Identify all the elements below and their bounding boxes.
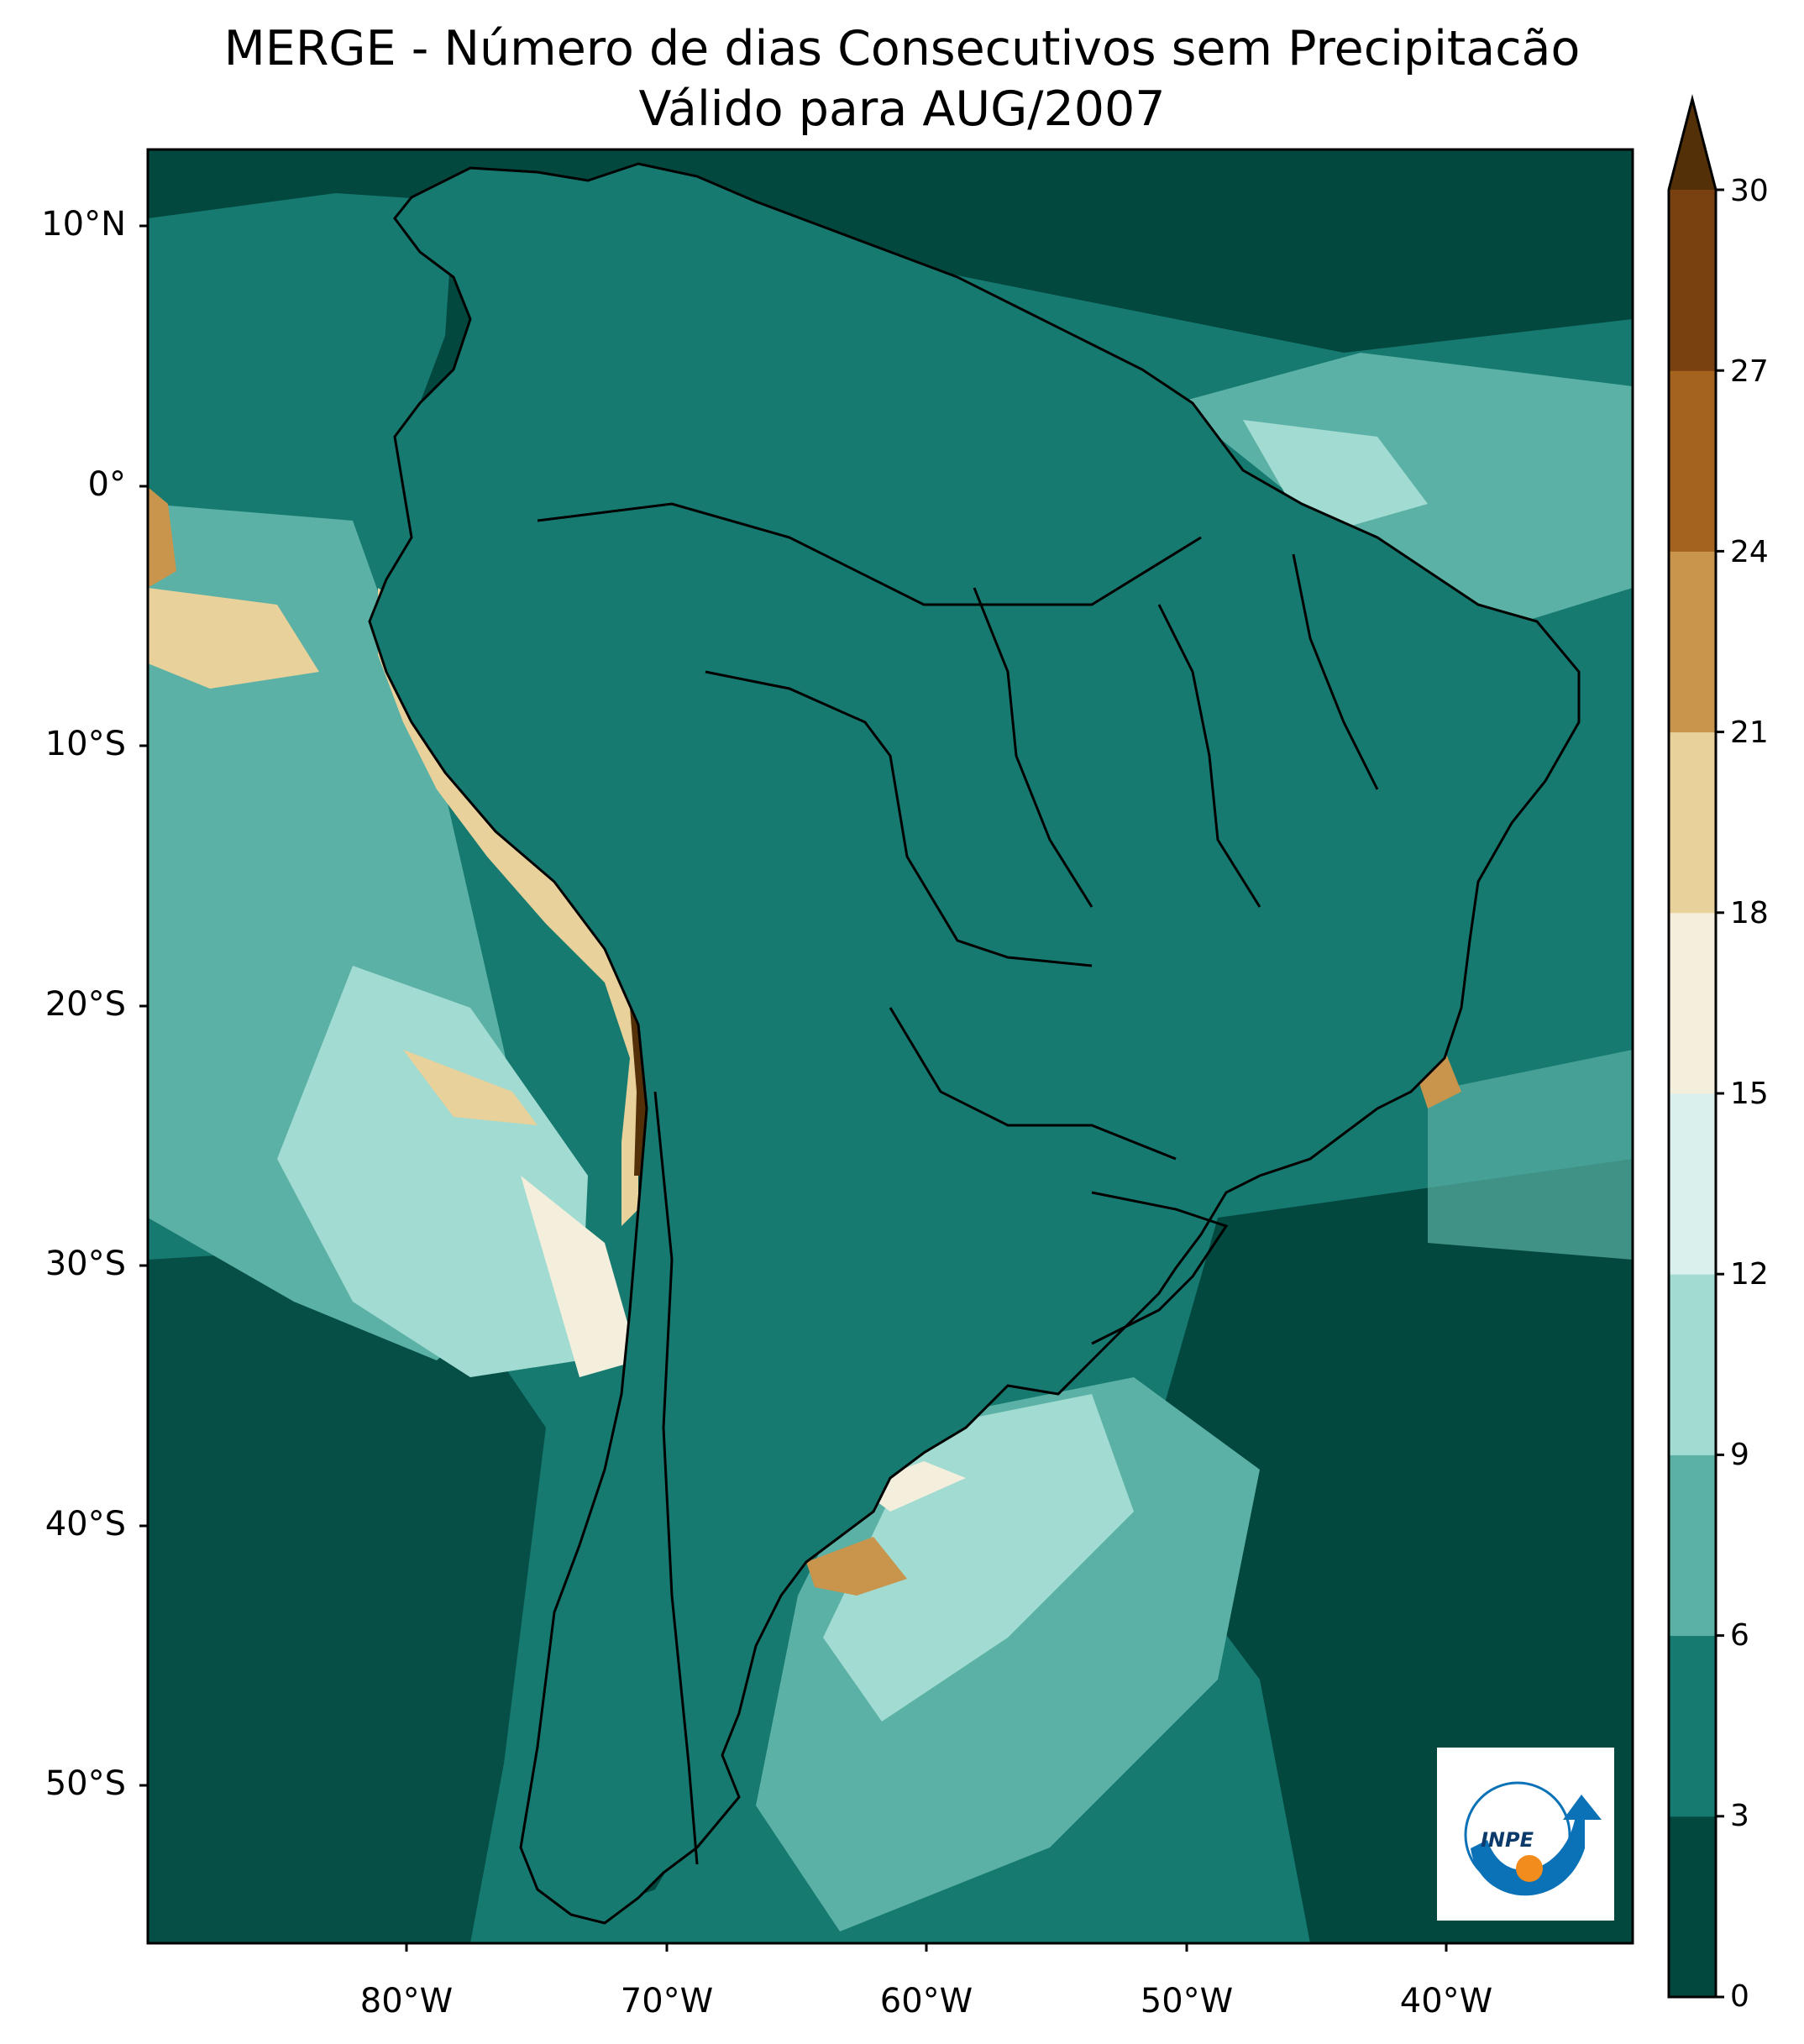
ocean-tan-patch-west: [148, 588, 319, 689]
ocean-pale-north-atlantic: [1243, 420, 1428, 537]
map-subtitle: Válido para AUG/2007: [638, 81, 1166, 137]
lon-label-40w: 40°W: [1399, 1982, 1493, 2020]
country-borders: [368, 162, 1581, 1925]
colorbar-outline: [1667, 94, 1717, 1999]
map-title: MERGE - Número de dias Consecutivos sem …: [223, 21, 1581, 76]
lon-label-60w: 60°W: [879, 1982, 973, 2020]
colorbar-label-6: 6: [1730, 1618, 1749, 1653]
inpe-logo: INPE: [1437, 1748, 1614, 1921]
colorbar-band: [1669, 1635, 1716, 1817]
colorbar-label-21: 21: [1730, 715, 1769, 750]
land-brown-patagonia-coast: [806, 1537, 907, 1596]
colorbar-band: [1669, 1093, 1716, 1275]
colorbar-label-15: 15: [1730, 1077, 1769, 1111]
border-chile-argentina: [653, 1091, 699, 1865]
border-state-1: [973, 587, 1093, 908]
border-state-2: [1157, 604, 1261, 908]
colorbar-label-9: 9: [1730, 1438, 1749, 1472]
land-cream-patagonia-coast: [857, 1461, 966, 1512]
colorbar-label-0: 0: [1730, 1979, 1749, 2014]
colorbar-extend-arrow: [1669, 99, 1716, 190]
lon-label-80w: 80°W: [359, 1982, 454, 2020]
ocean-dark-southwest: [148, 1243, 546, 1943]
logo-text: INPE: [1481, 1828, 1534, 1852]
border-bolivia: [705, 670, 1093, 967]
colorbar-band: [1669, 370, 1716, 552]
border-uruguay: [1091, 1191, 1229, 1345]
colorbar-label-3: 3: [1730, 1799, 1749, 1833]
axis-ticks: [139, 224, 1448, 1952]
colorbar-label-18: 18: [1730, 896, 1769, 930]
colorbar-label-24: 24: [1730, 535, 1769, 569]
colorbar-band: [1669, 1816, 1716, 1998]
colorbar-label-27: 27: [1730, 354, 1769, 389]
lat-label-10n: 10°N: [41, 205, 126, 244]
lon-label-70w: 70°W: [620, 1982, 714, 2020]
lat-label-20s: 20°S: [45, 985, 126, 1024]
border-north: [537, 502, 1202, 606]
lat-label-30s: 30°S: [45, 1245, 126, 1283]
colorbar-segments: [1669, 190, 1716, 1998]
colorbar: [1667, 94, 1724, 1999]
logo-sun: [1516, 1855, 1543, 1882]
lat-label-40s: 40°S: [45, 1505, 126, 1543]
colorbar-band: [1669, 912, 1716, 1094]
lat-label-0: 0°: [87, 465, 126, 504]
logo-arrow: [1471, 1795, 1602, 1896]
ocean-cream-patch-pacific: [521, 1176, 638, 1377]
colorbar-band: [1669, 551, 1716, 733]
ocean-brown-patch-west: [148, 487, 176, 588]
map-frame: [146, 148, 1634, 1945]
lat-label-50s: 50°S: [45, 1764, 126, 1803]
ocean-dark-southeast: [1134, 1159, 1633, 1943]
colorbar-band: [1669, 190, 1716, 371]
colorbar-label-30: 30: [1730, 174, 1769, 208]
lon-label-50w: 50°W: [1140, 1982, 1234, 2020]
colorbar-band: [1669, 731, 1716, 914]
colorbar-band: [1669, 1274, 1716, 1455]
lat-label-10s: 10°S: [45, 725, 126, 763]
colorbar-label-12: 12: [1730, 1257, 1769, 1292]
ocean-tan-patch-pacific: [403, 1050, 538, 1125]
colorbar-band: [1669, 1454, 1716, 1637]
border-state-3: [1292, 553, 1379, 790]
ocean-light-east: [1428, 1050, 1633, 1260]
inpe-logo-graphic: INPE: [1464, 1781, 1602, 1896]
colorbar-ticks: [1716, 188, 1724, 1999]
border-paraguay: [889, 1007, 1177, 1161]
ocean-pale-pacific: [277, 966, 588, 1377]
